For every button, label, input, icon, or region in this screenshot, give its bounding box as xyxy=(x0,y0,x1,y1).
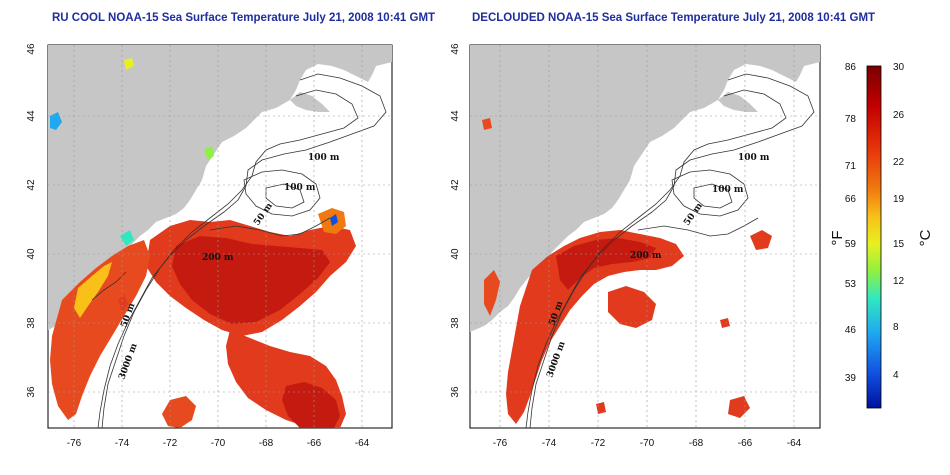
left-y-tick: 36 xyxy=(26,386,37,398)
left-x-tick: -64 xyxy=(355,438,370,449)
fahrenheit-tick: 59 xyxy=(845,239,857,250)
left-x-axis: -76 -74 -72 -70 -68 -66 -64 xyxy=(67,438,370,449)
right-map[interactable]: 100 m 100 m 50 m 200 m 50 m 3000 m 46 44… xyxy=(450,43,821,449)
fahrenheit-tick: 39 xyxy=(845,373,857,384)
left-bathymetry-contours xyxy=(91,73,387,428)
left-y-tick: 40 xyxy=(26,248,37,260)
right-y-tick: 40 xyxy=(450,248,461,260)
right-y-axis: 46 44 42 40 38 36 xyxy=(450,43,461,398)
left-x-tick: -72 xyxy=(163,438,178,449)
celsius-tick: 4 xyxy=(893,370,899,381)
fahrenheit-scale: 86 78 71 66 59 53 46 39 xyxy=(845,62,857,384)
fahrenheit-unit-label: °F xyxy=(829,230,846,245)
right-y-tick: 46 xyxy=(450,43,461,55)
left-y-tick: 46 xyxy=(26,43,37,55)
right-x-axis: -76 -74 -72 -70 -68 -66 -64 xyxy=(493,438,802,449)
celsius-tick: 22 xyxy=(893,157,905,168)
fahrenheit-tick: 53 xyxy=(845,279,857,290)
celsius-tick: 15 xyxy=(893,239,905,250)
right-x-tick: -72 xyxy=(591,438,606,449)
celsius-tick: 12 xyxy=(893,276,905,287)
right-y-tick: 44 xyxy=(450,110,461,122)
left-x-tick: -68 xyxy=(259,438,274,449)
right-land-mass xyxy=(470,45,820,332)
left-x-tick: -76 xyxy=(67,438,82,449)
right-contour-label: 200 m xyxy=(630,251,662,261)
fahrenheit-tick: 71 xyxy=(845,161,857,172)
right-x-tick: -76 xyxy=(493,438,508,449)
left-contour-label: 200 m xyxy=(202,253,234,263)
celsius-unit-label: °C xyxy=(917,229,934,246)
left-y-tick: 38 xyxy=(26,317,37,329)
right-y-tick: 36 xyxy=(450,386,461,398)
right-bathymetry-contours xyxy=(525,73,815,428)
celsius-scale: 30 26 22 19 15 12 8 4 xyxy=(893,62,905,381)
right-contour-label: 100 m xyxy=(712,185,744,195)
temperature-colorbar: 86 78 71 66 59 53 46 39 30 26 22 19 15 1… xyxy=(829,62,934,409)
celsius-tick: 19 xyxy=(893,194,905,205)
left-contour-label: 100 m xyxy=(308,153,340,163)
left-map-grid xyxy=(48,45,392,428)
left-y-tick: 44 xyxy=(26,110,37,122)
left-x-tick: -66 xyxy=(307,438,322,449)
left-peninsula xyxy=(290,92,330,112)
left-y-tick: 42 xyxy=(26,179,37,191)
celsius-tick: 8 xyxy=(893,322,899,333)
right-contour-label: 100 m xyxy=(738,153,770,163)
left-contour-label: 100 m xyxy=(284,183,316,193)
left-x-tick: -70 xyxy=(211,438,226,449)
right-peninsula xyxy=(718,92,758,112)
right-map-grid xyxy=(470,45,820,428)
right-x-tick: -64 xyxy=(787,438,802,449)
right-x-tick: -68 xyxy=(689,438,704,449)
left-x-tick: -74 xyxy=(115,438,130,449)
right-y-tick: 42 xyxy=(450,179,461,191)
left-map[interactable]: 100 m 100 m 50 m 200 m 50 m 3000 m 44 46… xyxy=(26,43,393,449)
left-y-axis: 44 46 42 40 38 36 xyxy=(26,43,37,398)
celsius-tick: 30 xyxy=(893,62,905,73)
fahrenheit-tick: 66 xyxy=(845,194,857,205)
right-y-tick: 38 xyxy=(450,317,461,329)
colorbar-gradient xyxy=(866,65,882,409)
fahrenheit-tick: 46 xyxy=(845,325,857,336)
celsius-tick: 26 xyxy=(893,110,905,121)
left-sst-field xyxy=(50,58,356,428)
fahrenheit-tick: 86 xyxy=(845,62,857,73)
fahrenheit-tick: 78 xyxy=(845,114,857,125)
right-x-tick: -74 xyxy=(542,438,557,449)
right-x-tick: -66 xyxy=(738,438,753,449)
right-map-title: DECLOUDED NOAA-15 Sea Surface Temperatur… xyxy=(472,12,876,24)
right-x-tick: -70 xyxy=(640,438,655,449)
left-map-title: RU COOL NOAA-15 Sea Surface Temperature … xyxy=(52,12,436,24)
